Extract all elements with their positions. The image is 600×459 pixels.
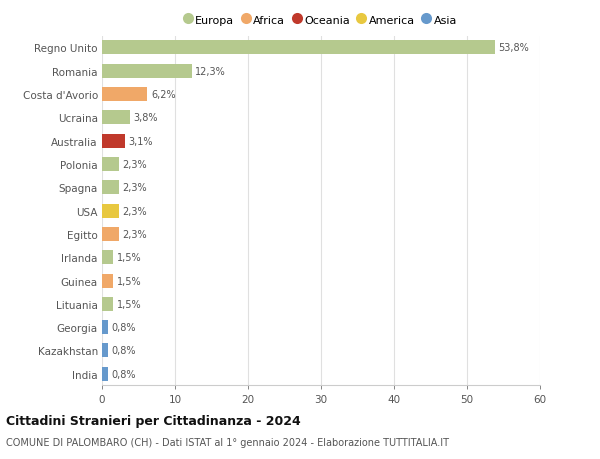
Text: 12,3%: 12,3% [196,67,226,77]
Text: 2,3%: 2,3% [122,160,147,170]
Text: 0,8%: 0,8% [112,322,136,332]
Text: 6,2%: 6,2% [151,90,176,100]
Bar [102,344,108,358]
Text: 3,1%: 3,1% [128,136,153,146]
Bar [102,227,119,241]
Bar [102,65,192,78]
Bar [102,320,108,335]
Bar [102,367,108,381]
Text: 2,3%: 2,3% [122,230,147,240]
Text: 1,5%: 1,5% [116,299,141,309]
Text: 0,8%: 0,8% [112,346,136,356]
Bar [102,134,125,148]
Bar [102,181,119,195]
Text: Cittadini Stranieri per Cittadinanza - 2024: Cittadini Stranieri per Cittadinanza - 2… [6,414,301,428]
Legend: Europa, Africa, Oceania, America, Asia: Europa, Africa, Oceania, America, Asia [183,13,459,28]
Text: 1,5%: 1,5% [116,252,141,263]
Text: 1,5%: 1,5% [116,276,141,286]
Bar [102,157,119,172]
Bar [102,88,147,102]
Bar [102,111,130,125]
Bar [102,297,113,311]
Text: 2,3%: 2,3% [122,206,147,216]
Text: 53,8%: 53,8% [499,43,529,53]
Text: COMUNE DI PALOMBARO (CH) - Dati ISTAT al 1° gennaio 2024 - Elaborazione TUTTITAL: COMUNE DI PALOMBARO (CH) - Dati ISTAT al… [6,437,449,447]
Bar [102,251,113,265]
Bar [102,204,119,218]
Text: 3,8%: 3,8% [133,113,158,123]
Bar [102,41,495,56]
Text: 0,8%: 0,8% [112,369,136,379]
Bar [102,274,113,288]
Text: 2,3%: 2,3% [122,183,147,193]
